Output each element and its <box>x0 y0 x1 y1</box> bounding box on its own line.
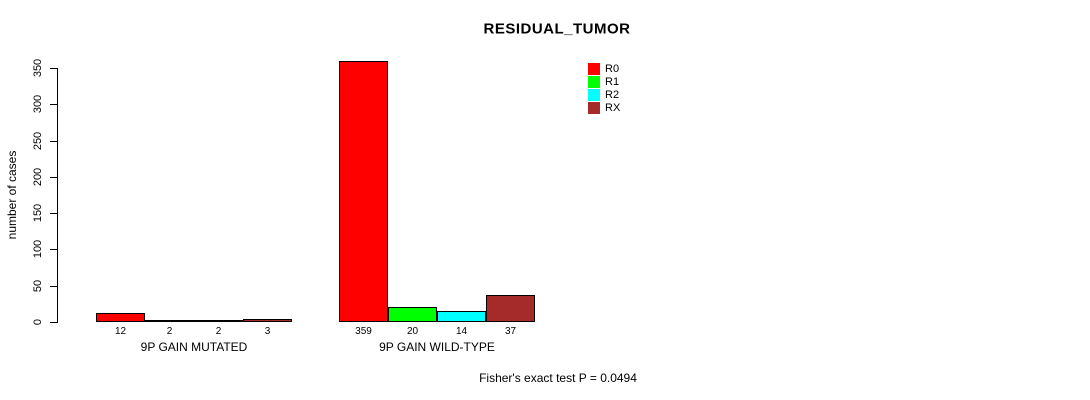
y-axis-tick-label: 50 <box>32 279 44 293</box>
y-axis-tick <box>50 68 57 69</box>
legend-item-r1: R1 <box>588 76 620 88</box>
y-axis-tick <box>50 286 57 287</box>
bar-value-label: 20 <box>406 326 419 337</box>
y-axis-tick <box>50 249 57 250</box>
bar-value-label: 12 <box>114 326 127 337</box>
y-axis-line <box>57 68 58 323</box>
bar-value-label: 14 <box>455 326 468 337</box>
y-axis-tick-label: 300 <box>32 94 44 114</box>
bar-r0-group2 <box>339 61 388 322</box>
legend-label: R1 <box>605 76 620 88</box>
legend-swatch <box>588 102 600 114</box>
y-axis-tick <box>50 141 57 142</box>
bar-r2-group2 <box>437 311 486 322</box>
y-axis-tick-label: 200 <box>32 167 44 187</box>
bar-value-label: 2 <box>215 326 222 337</box>
y-axis-tick <box>50 104 57 105</box>
legend: R0 R1 R2 RX <box>588 63 620 115</box>
legend-swatch <box>588 63 600 75</box>
y-axis-tick <box>50 322 57 323</box>
bar-value-label: 2 <box>166 326 173 337</box>
stat-test-caption: Fisher's exact test P = 0.0494 <box>479 371 637 385</box>
y-axis-tick-label: 150 <box>32 203 44 223</box>
legend-swatch <box>588 76 600 88</box>
x-axis-group-label: 9P GAIN WILD-TYPE <box>379 340 495 354</box>
legend-label: R2 <box>605 89 620 101</box>
legend-item-r0: R0 <box>588 63 620 75</box>
legend-label: R0 <box>605 63 620 75</box>
legend-swatch <box>588 89 600 101</box>
legend-item-r2: R2 <box>588 89 620 101</box>
y-axis-tick <box>50 177 57 178</box>
chart-title: RESIDUAL_TUMOR <box>483 20 631 38</box>
y-axis-label: number of cases <box>5 150 19 240</box>
y-axis-tick <box>50 213 57 214</box>
y-axis-tick-label: 0 <box>32 318 44 326</box>
y-axis-tick-label: 350 <box>32 58 44 78</box>
bar-r1-group1 <box>145 320 194 322</box>
bar-value-label: 359 <box>355 326 372 337</box>
bar-rx-group1 <box>243 319 292 322</box>
bar-r2-group1 <box>194 320 243 322</box>
bar-r0-group1 <box>96 313 145 322</box>
legend-label: RX <box>605 102 621 114</box>
x-axis-group-label: 9P GAIN MUTATED <box>140 340 248 354</box>
bar-value-label: 3 <box>264 326 271 337</box>
y-axis-tick-label: 100 <box>32 239 44 259</box>
bar-value-label: 37 <box>504 326 517 337</box>
legend-item-rx: RX <box>588 102 620 114</box>
y-axis-tick-label: 250 <box>32 131 44 151</box>
bar-r1-group2 <box>388 307 437 322</box>
bar-rx-group2 <box>486 295 535 322</box>
